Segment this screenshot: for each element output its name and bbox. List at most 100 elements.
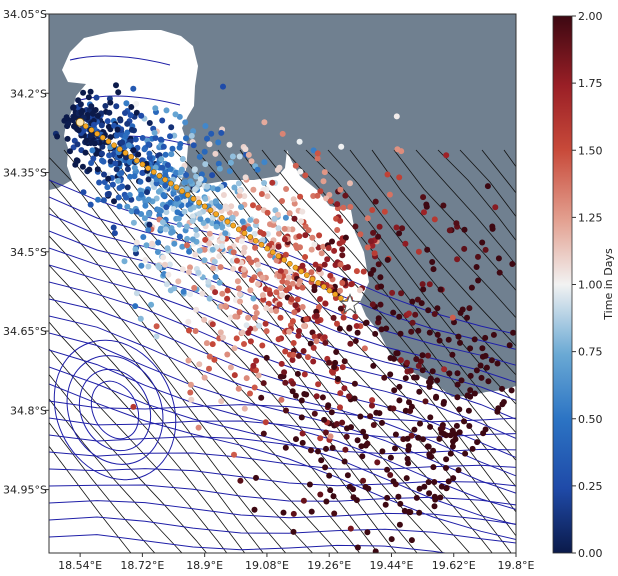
particle [449, 443, 456, 450]
particle [407, 367, 414, 374]
y-tick-label: 34.2°S [10, 87, 47, 100]
particle [429, 259, 436, 265]
particle [451, 319, 457, 326]
particle [187, 178, 194, 185]
particle [254, 166, 261, 173]
particle [344, 264, 351, 271]
particle [241, 405, 248, 412]
particle [332, 359, 339, 366]
particle [351, 395, 358, 402]
streamline [49, 281, 516, 440]
streamline [49, 178, 361, 553]
particle [183, 172, 190, 178]
particle [290, 351, 297, 358]
particle [458, 377, 465, 384]
particle [277, 285, 284, 292]
track-point [269, 249, 276, 256]
particle [275, 336, 282, 343]
particle [111, 122, 117, 129]
particle [370, 362, 377, 369]
particle [218, 129, 225, 136]
particle [258, 191, 265, 197]
particle [489, 223, 496, 230]
particle [191, 166, 198, 173]
particle [239, 329, 246, 336]
particle [384, 171, 391, 178]
streamline [49, 398, 183, 553]
particle [365, 485, 372, 492]
particle [130, 147, 137, 154]
particle [67, 148, 73, 155]
particle [137, 315, 144, 322]
track-point [264, 245, 271, 252]
particle [261, 159, 268, 166]
particle [378, 283, 385, 290]
particle [389, 289, 396, 296]
track-point [292, 264, 299, 271]
particle [313, 312, 320, 319]
particle [337, 305, 344, 312]
streamline [327, 149, 516, 376]
particle [325, 402, 332, 409]
particle [245, 151, 252, 158]
y-tick-label: 34.5°S [10, 246, 47, 259]
track-start [75, 117, 85, 127]
particle [175, 278, 182, 285]
particle [415, 434, 422, 441]
particle [263, 354, 270, 361]
particle [378, 326, 385, 333]
particle [277, 314, 284, 321]
particle [445, 336, 452, 343]
particle [201, 316, 208, 323]
particle [138, 191, 145, 198]
particle [206, 240, 213, 247]
particle [189, 213, 196, 220]
particle [364, 440, 371, 447]
particle [219, 235, 226, 242]
particle [331, 247, 338, 254]
particle [416, 485, 423, 492]
particle [151, 129, 158, 136]
particle [243, 375, 250, 382]
particle [118, 170, 125, 176]
particle [510, 329, 516, 336]
particle [360, 428, 367, 435]
particle [421, 483, 428, 490]
particle [130, 219, 137, 226]
particle [471, 336, 478, 343]
particle [453, 220, 460, 227]
particle [317, 188, 324, 195]
particle [206, 295, 213, 302]
particle [339, 252, 346, 259]
particle [163, 281, 170, 288]
particle [163, 107, 170, 114]
particle [293, 436, 299, 443]
particle [224, 295, 231, 302]
particle [152, 164, 159, 171]
particle [433, 394, 439, 401]
particle [202, 161, 209, 168]
particle [83, 137, 90, 144]
particle [256, 322, 262, 329]
particle [396, 174, 403, 181]
particle [320, 243, 327, 250]
particle [202, 195, 209, 202]
particle [234, 257, 240, 264]
particle [488, 357, 495, 364]
particle [306, 481, 313, 488]
particle [173, 201, 180, 208]
particle [327, 487, 334, 494]
particle [253, 218, 260, 225]
particle [100, 197, 107, 204]
particle [245, 329, 252, 336]
particle [281, 236, 288, 243]
particle [190, 128, 197, 135]
colorbar-tick-label: 2.00 [578, 10, 603, 23]
particle [390, 478, 397, 485]
particle [208, 130, 215, 137]
particle [347, 180, 353, 187]
particle [219, 290, 226, 297]
particle [157, 207, 164, 214]
particle [437, 286, 444, 293]
